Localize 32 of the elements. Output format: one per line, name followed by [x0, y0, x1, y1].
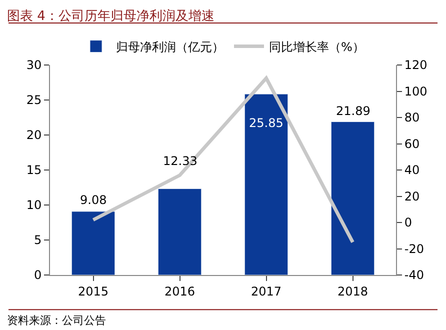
data-label: 25.85 — [249, 116, 284, 130]
y-tick-label: 30 — [26, 58, 42, 72]
y-tick-label: 20 — [26, 128, 42, 142]
bar — [71, 211, 116, 275]
legend-label: 同比增长率（%） — [269, 40, 364, 54]
x-tick-label: 2015 — [78, 284, 109, 298]
y2-tick-label: 20 — [404, 189, 420, 204]
chart-title: 图表 4：公司历年归母净利润及增速 — [7, 9, 214, 24]
y-tick-label: 15 — [26, 163, 42, 178]
y2-tick-label: 120 — [404, 58, 428, 72]
data-label: 21.89 — [336, 104, 370, 118]
x-tick-label: 2018 — [337, 284, 368, 298]
legend-label: 归母净利润（亿元） — [116, 40, 224, 54]
bar — [244, 94, 288, 275]
data-label: 12.33 — [163, 154, 198, 168]
y2-tick-label: 60 — [404, 136, 420, 151]
y2-tick-label: 100 — [404, 84, 428, 98]
y-tick-label: 25 — [26, 93, 42, 108]
bar — [158, 188, 202, 275]
y-tick-label: 10 — [26, 198, 42, 212]
y2-tick-label: 40 — [404, 163, 420, 178]
x-tick-label: 2016 — [164, 284, 196, 298]
text: 资料来源：公司公告 — [7, 314, 106, 327]
y2-tick-label: 80 — [404, 110, 420, 125]
data-label: 9.08 — [80, 193, 107, 207]
y2-tick-label: -40 — [404, 268, 424, 282]
y-tick-label: 0 — [34, 268, 42, 282]
y-tick-label: 5 — [34, 233, 42, 248]
x-tick-label: 2017 — [250, 284, 282, 298]
y2-tick-label: -20 — [404, 242, 424, 256]
bar — [330, 122, 375, 275]
y2-tick-label: 0 — [404, 216, 412, 230]
